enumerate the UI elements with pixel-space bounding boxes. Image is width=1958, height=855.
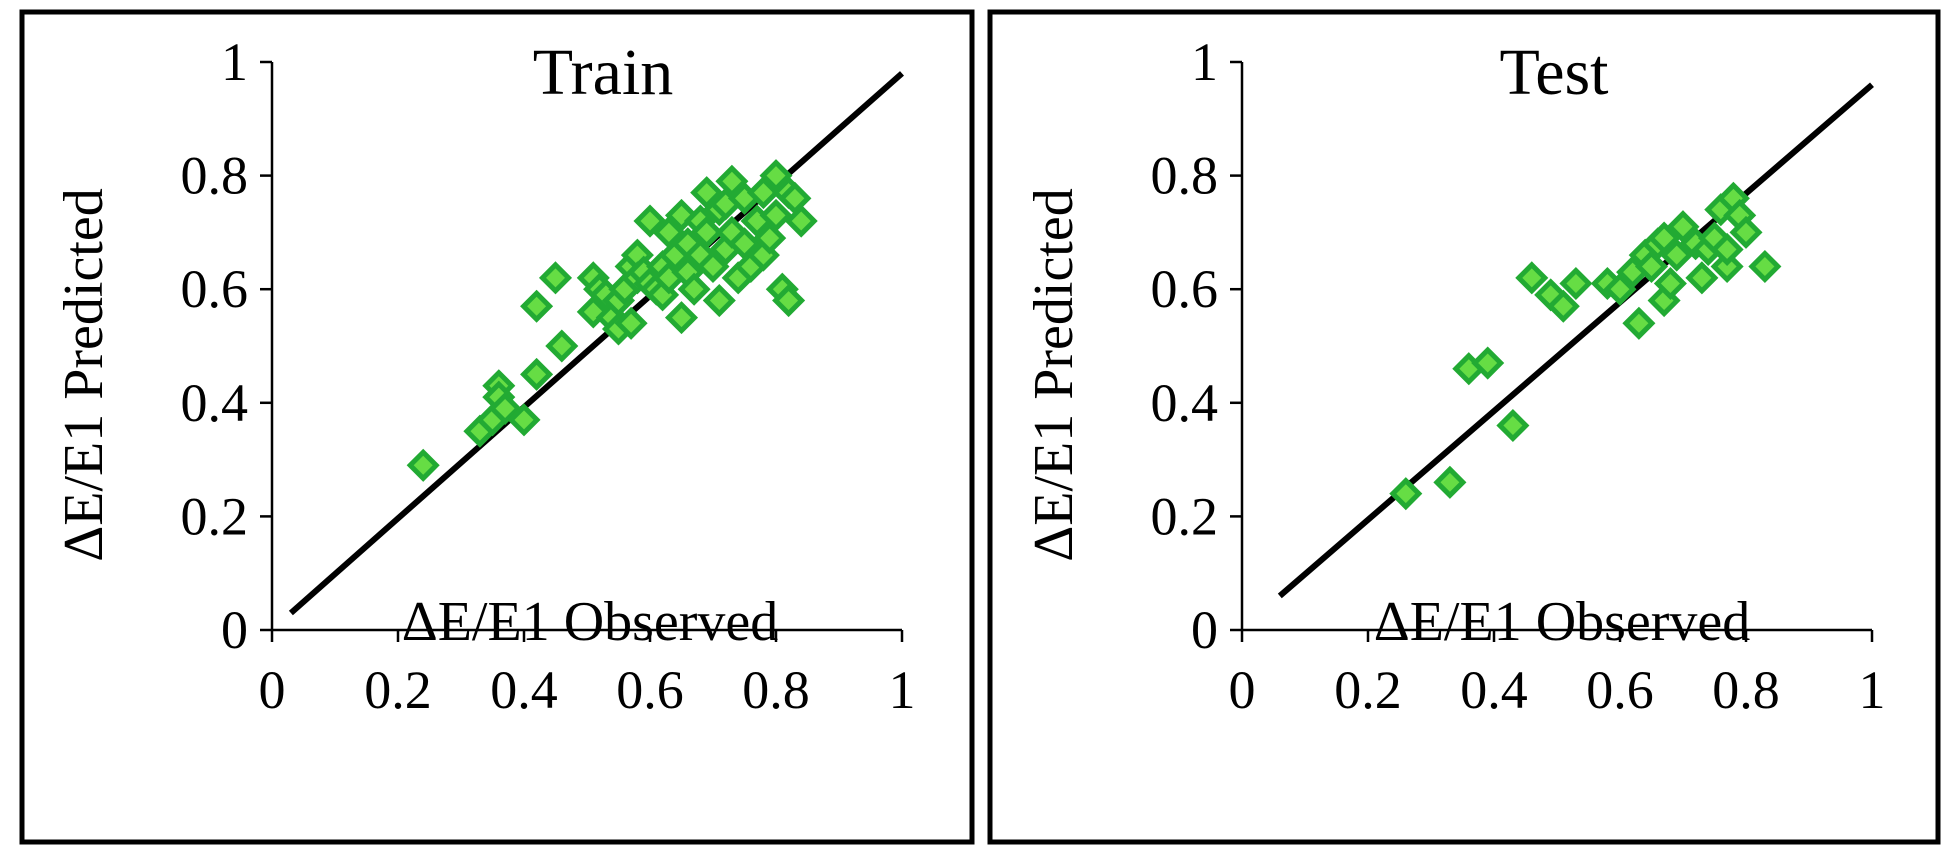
train-data-point-8 <box>520 357 554 391</box>
train-x-axis: 0 0.2 0.4 0.6 0.8 1 <box>259 628 916 720</box>
train-data-point-9 <box>538 261 573 295</box>
train-y-tick-label-2: 0.4 <box>181 373 249 433</box>
train-chart-title: Train <box>533 36 674 109</box>
train-data-point-10 <box>545 329 579 363</box>
test-data-point-10 <box>1603 272 1637 306</box>
train-data-point-33 <box>664 301 699 335</box>
test-y-tick-label-5: 1 <box>1191 32 1218 92</box>
train-data-point-7 <box>520 289 554 323</box>
test-data-point-4 <box>1496 408 1530 443</box>
test-y-tick-label-4: 0.8 <box>1151 146 1219 206</box>
train-data-point-53 <box>746 176 780 210</box>
train-x-tick-label-4: 0.8 <box>742 660 810 720</box>
test-data-point-19 <box>1660 238 1694 272</box>
test-data-points <box>1389 181 1782 511</box>
test-y-tick-label-2: 0.4 <box>1151 373 1219 433</box>
train-data-point-41 <box>696 249 730 284</box>
train-data-point-24 <box>633 204 667 238</box>
train-data-point-39 <box>690 176 724 210</box>
train-data-point-36 <box>677 272 711 306</box>
test-panel-frame <box>987 9 1941 845</box>
test-data-point-7 <box>1546 289 1580 323</box>
train-data-point-43 <box>702 284 736 318</box>
test-data-point-1 <box>1433 465 1467 499</box>
train-data-point-20 <box>614 306 648 340</box>
train-x-tick-label-2: 0.4 <box>490 660 558 720</box>
train-data-point-56 <box>759 159 793 193</box>
train-data-point-62 <box>784 204 818 238</box>
test-panel: 0 0.2 0.4 0.6 0.8 1 0 0.2 0.4 0.6 0.8 1 … <box>987 9 1941 845</box>
test-y-tick-label-3: 0.6 <box>1151 259 1219 319</box>
test-x-tick-label-4: 0.8 <box>1712 660 1780 720</box>
test-chart-title: Test <box>1499 36 1608 109</box>
train-x-tick-label-1: 0.2 <box>364 660 432 720</box>
test-data-point-5 <box>1515 261 1549 295</box>
test-data-point-17 <box>1647 221 1681 255</box>
test-fit-line <box>1277 82 1874 599</box>
test-y-axis-title: ΔE/E1 Predicted <box>1023 188 1085 561</box>
test-data-point-30 <box>1729 215 1763 249</box>
train-y-tick-label-1: 0.2 <box>181 486 249 546</box>
test-x-tick-label-0: 0 <box>1229 660 1256 720</box>
test-y-axis: 0 0.2 0.4 0.6 0.8 1 <box>1151 32 1244 660</box>
test-data-point-0 <box>1389 477 1423 511</box>
train-x-tick-label-5: 1 <box>889 660 916 720</box>
test-x-tick-label-2: 0.4 <box>1460 660 1528 720</box>
test-data-point-26 <box>1710 249 1744 284</box>
test-x-tick-label-1: 0.2 <box>1334 660 1402 720</box>
test-data-point-31 <box>1748 249 1782 284</box>
test-data-point-8 <box>1559 266 1593 301</box>
train-fit-line <box>288 71 904 616</box>
train-data-point-0 <box>406 448 440 482</box>
train-data-point-60 <box>772 284 806 318</box>
train-data-points <box>406 159 818 482</box>
train-data-point-6 <box>507 403 541 437</box>
test-data-point-18 <box>1653 266 1687 301</box>
test-data-point-12 <box>1622 306 1656 340</box>
test-x-axis-title: ΔE/E1 Observed <box>1374 591 1751 653</box>
test-data-point-20 <box>1666 210 1700 244</box>
test-y-tick-label-1: 0.2 <box>1151 486 1219 546</box>
train-x-axis-title: ΔE/E1 Observed <box>402 591 779 653</box>
train-y-axis-title: ΔE/E1 Predicted <box>53 188 115 561</box>
test-data-point-22 <box>1685 261 1719 295</box>
test-x-axis: 0 0.2 0.4 0.6 0.8 1 <box>1229 628 1886 720</box>
train-data-point-46 <box>715 164 749 198</box>
test-x-tick-label-5: 1 <box>1859 660 1886 720</box>
train-y-tick-label-3: 0.6 <box>181 259 249 319</box>
train-y-tick-label-0: 0 <box>221 600 248 660</box>
test-y-tick-label-0: 0 <box>1191 600 1218 660</box>
train-y-tick-label-4: 0.8 <box>181 146 249 206</box>
test-data-point-3 <box>1471 346 1505 380</box>
train-data-point-57 <box>759 198 793 232</box>
train-x-tick-label-3: 0.6 <box>616 660 684 720</box>
test-x-tick-label-3: 0.6 <box>1586 660 1654 720</box>
test-data-point-27 <box>1710 232 1744 266</box>
train-y-tick-label-5: 1 <box>221 32 248 92</box>
train-panel: 0 0.2 0.4 0.6 0.8 1 0 0.2 0.4 0.6 0.8 1 … <box>19 9 975 845</box>
train-x-tick-label-0: 0 <box>259 660 286 720</box>
train-data-point-40 <box>690 215 724 249</box>
train-y-axis: 0 0.2 0.4 0.6 0.8 1 <box>181 32 274 660</box>
train-data-point-5 <box>488 391 522 426</box>
